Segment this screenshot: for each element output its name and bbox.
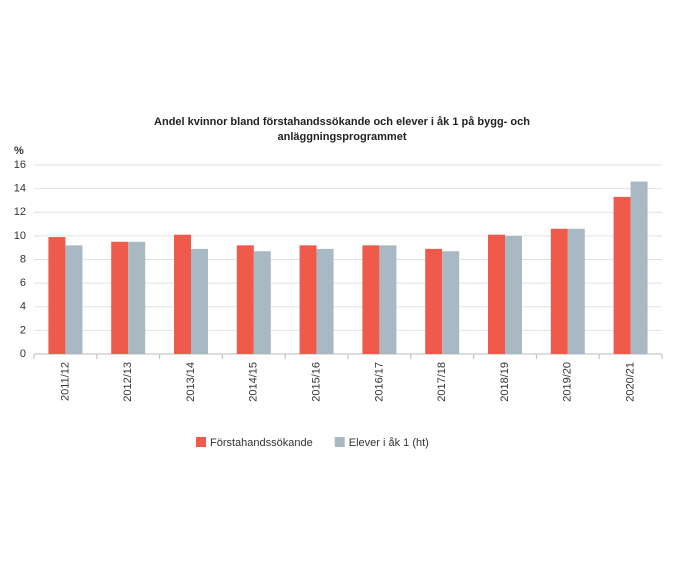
bar xyxy=(567,228,585,354)
x-tick-label: 2019/20 xyxy=(562,362,574,402)
bar xyxy=(442,251,460,354)
legend-swatch xyxy=(334,437,345,447)
x-tick-label: 2018/19 xyxy=(499,362,511,402)
x-tick-label: 2013/14 xyxy=(185,362,197,402)
bar xyxy=(550,228,568,354)
bar xyxy=(316,248,334,354)
bar xyxy=(488,234,505,354)
bar xyxy=(48,237,66,354)
bar xyxy=(65,245,83,354)
x-tick-label: 2017/18 xyxy=(436,362,448,402)
chart-title: Andel kvinnor bland förstahandssökande o… xyxy=(154,116,530,143)
bar xyxy=(111,241,129,354)
bar xyxy=(362,245,380,354)
y-tick-label: 10 xyxy=(14,230,26,242)
legend-swatch xyxy=(196,437,206,447)
bar xyxy=(128,241,146,354)
x-tick-label: 2015/16 xyxy=(311,362,323,402)
x-tick-label: 2014/15 xyxy=(248,362,260,402)
y-tick-label: 6 xyxy=(20,277,26,289)
bar xyxy=(505,235,522,354)
y-tick-label: 2 xyxy=(20,324,26,336)
bar xyxy=(299,245,317,354)
bar xyxy=(191,248,208,354)
y-tick-label: 8 xyxy=(20,253,26,265)
y-tick-label: 12 xyxy=(14,206,26,218)
x-tick-label: 2011/12 xyxy=(59,362,71,401)
x-tick-label: 2012/13 xyxy=(122,362,134,402)
legend-label: Förstahandssökande xyxy=(210,437,313,449)
bar xyxy=(613,196,631,354)
bar xyxy=(630,181,648,354)
bar xyxy=(174,234,191,354)
legend-label: Elever i åk 1 (ht) xyxy=(349,437,429,449)
y-axis-label: % xyxy=(14,145,24,157)
x-tick-label: 2016/17 xyxy=(373,362,385,402)
y-tick-label: 0 xyxy=(20,348,26,360)
y-tick-label: 16 xyxy=(14,159,26,171)
bar xyxy=(253,251,271,354)
bar xyxy=(236,245,254,354)
y-tick-label: 14 xyxy=(14,183,26,195)
bar xyxy=(425,248,443,354)
x-tick-label: 2020/21 xyxy=(625,362,637,402)
bar xyxy=(379,245,397,354)
y-tick-label: 4 xyxy=(20,301,26,313)
